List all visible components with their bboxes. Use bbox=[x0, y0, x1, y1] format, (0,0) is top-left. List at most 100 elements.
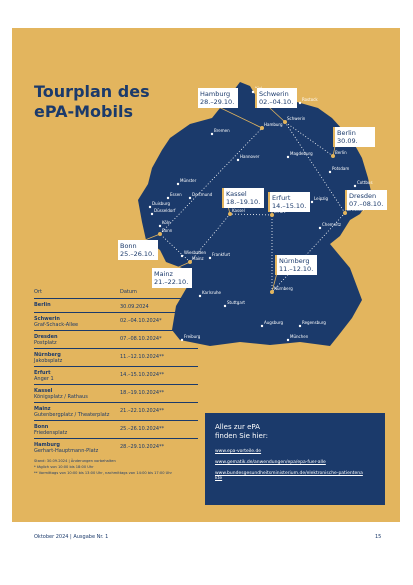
place-detail: Königsplatz / Rathaus bbox=[34, 394, 88, 400]
place-detail: Postplatz bbox=[34, 340, 57, 346]
route-line bbox=[229, 213, 273, 216]
city-label: Hamburg bbox=[264, 122, 283, 127]
city-dot bbox=[158, 224, 162, 228]
callout-dot bbox=[270, 213, 274, 217]
place: Hamburg bbox=[34, 442, 60, 448]
info-heading-line: finden Sie hier: bbox=[215, 432, 268, 440]
city-dot bbox=[310, 200, 314, 204]
info-link: www.epa-vorteile.de bbox=[215, 449, 262, 454]
table-header: Ort bbox=[34, 289, 42, 295]
info-heading-line: Alles zur ePA bbox=[215, 423, 260, 431]
city-label: Düsseldorf bbox=[154, 208, 176, 213]
table-row: Bonn Friedensplatz 25.–26.10.2024** bbox=[34, 420, 198, 438]
city-label: Duisburg bbox=[152, 201, 170, 206]
city-dot bbox=[298, 101, 302, 105]
table-header: Datum bbox=[120, 289, 137, 295]
place-detail: Friedensplatz bbox=[34, 430, 68, 436]
callout-box bbox=[333, 127, 375, 147]
callout-accent bbox=[222, 188, 224, 208]
city-label: Schwerin bbox=[287, 116, 306, 121]
callout-box bbox=[268, 192, 310, 212]
route-line bbox=[159, 233, 191, 263]
callout-dot bbox=[270, 290, 274, 294]
city-label: Münster bbox=[180, 178, 197, 183]
info-link: www.gematik.de/anwendungen/epa/epa-fuer-… bbox=[215, 460, 326, 465]
city-dot bbox=[260, 324, 264, 328]
footer-issue: Oktober 2024 | Ausgabe Nr. 1 bbox=[34, 534, 109, 540]
info-heading: Alles zur ePA finden Sie hier: bbox=[215, 423, 375, 441]
callout-city: Schwerin bbox=[259, 90, 289, 98]
place: Nürnberg bbox=[34, 352, 61, 358]
city-dot bbox=[198, 294, 202, 298]
date: 07.–08.10.2024* bbox=[120, 336, 162, 342]
city-dot bbox=[298, 324, 302, 328]
table-row: Erfurt Anger 1 14.–15.10.2024** bbox=[34, 366, 198, 384]
city-dot bbox=[353, 184, 357, 188]
callout-dot bbox=[343, 211, 347, 215]
callout-accent bbox=[150, 268, 152, 288]
table-row: Schwerin Graf-Schack-Allee 02.–04.10.2024* bbox=[34, 312, 198, 330]
route-line bbox=[284, 121, 346, 214]
callout-dates: 18.–19.10. bbox=[226, 198, 260, 206]
table: Ort Datum Berlin 30.09.2024 Schwerin Graf-Sch… bbox=[34, 286, 198, 456]
table-row: Berlin 30.09.2024 bbox=[34, 298, 198, 312]
city-label: Bonn bbox=[162, 228, 173, 233]
germany-map bbox=[138, 82, 372, 346]
callout-city: Hamburg bbox=[200, 90, 230, 98]
city-label: Wiesbaden bbox=[184, 250, 207, 255]
callout-accent bbox=[345, 190, 347, 210]
city-dot bbox=[210, 132, 214, 136]
city-label: Stuttgart bbox=[227, 300, 245, 305]
callout-box bbox=[275, 255, 317, 275]
place: Kassel bbox=[34, 388, 53, 394]
callout-box bbox=[255, 88, 297, 108]
place: Erfurt bbox=[34, 370, 51, 376]
place: Dresden bbox=[34, 334, 58, 340]
callout-city: Erfurt bbox=[272, 194, 291, 202]
callout-dates: 30.09. bbox=[337, 137, 358, 145]
callout-accent bbox=[333, 127, 335, 147]
date: 30.09.2024 bbox=[120, 304, 149, 310]
city-label: Mainz bbox=[192, 256, 204, 261]
table-row: Mainz Gutenbergplatz / Theaterplatz 21.–22… bbox=[34, 402, 198, 420]
city-dot bbox=[328, 170, 332, 174]
callout-box bbox=[196, 88, 238, 108]
callout-city: Mainz bbox=[154, 270, 174, 278]
title-line: ePA-Mobils bbox=[34, 102, 133, 121]
callout-dates: 25.–26.10. bbox=[120, 250, 154, 258]
callout-dot bbox=[188, 260, 192, 264]
callout-city: Dresden bbox=[349, 192, 376, 200]
place-detail: Gerhart-Hauptmann-Platz bbox=[34, 448, 99, 454]
callout-dates: 21.–22.10. bbox=[154, 278, 188, 286]
callout-city: Bonn bbox=[120, 242, 137, 250]
city-label: Kassel bbox=[232, 208, 245, 213]
table-row: Kassel Königsplatz / Rathaus 18.–19.10.202… bbox=[34, 384, 198, 402]
city-label: Hannover bbox=[240, 154, 260, 159]
date: 02.–04.10.2024* bbox=[120, 318, 162, 324]
callout-city: Nürnberg bbox=[279, 257, 309, 265]
callout-box bbox=[116, 240, 158, 260]
callout-city: Berlin bbox=[337, 129, 356, 137]
callout-accent bbox=[196, 88, 198, 108]
callout-dates: 11.–12.10. bbox=[279, 265, 313, 273]
city-dot bbox=[236, 158, 240, 162]
city-label: Berlin bbox=[335, 150, 347, 155]
place: Mainz bbox=[34, 406, 51, 412]
callout-accent bbox=[255, 88, 257, 108]
city-dot bbox=[166, 196, 170, 200]
title-line: Tourplan des bbox=[34, 82, 150, 101]
city-dot bbox=[286, 155, 290, 159]
city-dot bbox=[223, 304, 227, 308]
footnote: Stand: 30.09.2024 | Änderungen vorbehalt… bbox=[34, 459, 116, 463]
callout-dates: 02.–04.10. bbox=[259, 98, 293, 106]
footnote: * täglich von 10:00 bis 18:00 Uhr bbox=[34, 465, 94, 469]
city-dot bbox=[251, 90, 255, 94]
city-dot bbox=[180, 338, 184, 342]
city-label: Köln bbox=[162, 220, 171, 225]
date: 25.–26.10.2024** bbox=[120, 426, 165, 432]
callout-dot bbox=[331, 154, 335, 158]
table-row: Dresden Postplatz 07.–08.10.2024* bbox=[34, 330, 198, 348]
callout-dates: 28.–29.10. bbox=[200, 98, 234, 106]
place-detail: Gutenbergplatz / Theaterplatz bbox=[34, 412, 110, 418]
